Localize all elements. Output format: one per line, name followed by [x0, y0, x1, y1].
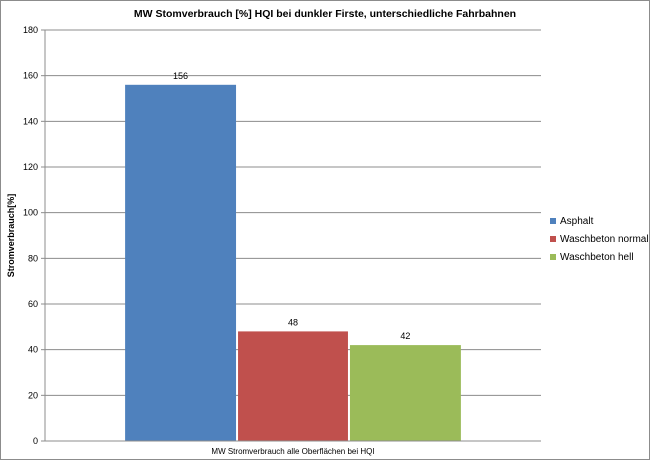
legend-swatch [550, 236, 556, 242]
y-axis-title: Stromverbrauch[%] [6, 194, 16, 278]
data-label: 156 [173, 71, 188, 81]
y-axis-ticks: 0 20 40 60 80 100 120 140 160 180 [23, 25, 38, 446]
chart-title: MW Stomverbrauch [%] HQI bei dunkler Fir… [134, 8, 516, 20]
legend-label: Asphalt [560, 216, 594, 227]
bar-waschbeton-hell [349, 345, 461, 441]
y-tick-label: 120 [23, 162, 38, 172]
y-tick-label: 140 [23, 116, 38, 126]
bar-waschbeton-normal [238, 331, 348, 441]
legend-label: Waschbeton hell [560, 252, 634, 263]
data-labels: 156 48 42 [173, 71, 410, 341]
data-label: 42 [400, 331, 410, 341]
data-label: 48 [288, 317, 298, 327]
y-tick-label: 180 [23, 25, 38, 35]
y-tick-label: 0 [33, 436, 38, 446]
legend-item-waschbeton-normal: Waschbeton normal [550, 234, 649, 245]
bars [125, 84, 461, 442]
y-tick-label: 60 [28, 299, 38, 309]
bar-asphalt [125, 84, 237, 442]
y-tick-label: 40 [28, 345, 38, 355]
legend-swatch [550, 254, 556, 260]
y-tick-label: 100 [23, 208, 38, 218]
x-category-label: MW Stromverbrauch alle Oberflächen bei H… [211, 447, 374, 456]
legend-item-waschbeton-hell: Waschbeton hell [550, 252, 634, 263]
legend: Asphalt Waschbeton normal Waschbeton hell [550, 216, 649, 263]
y-tick-label: 20 [28, 390, 38, 400]
y-tick-label: 80 [28, 253, 38, 263]
legend-swatch [550, 218, 556, 224]
y-tick-label: 160 [23, 71, 38, 81]
legend-label: Waschbeton normal [560, 234, 649, 245]
legend-item-asphalt: Asphalt [550, 216, 594, 227]
